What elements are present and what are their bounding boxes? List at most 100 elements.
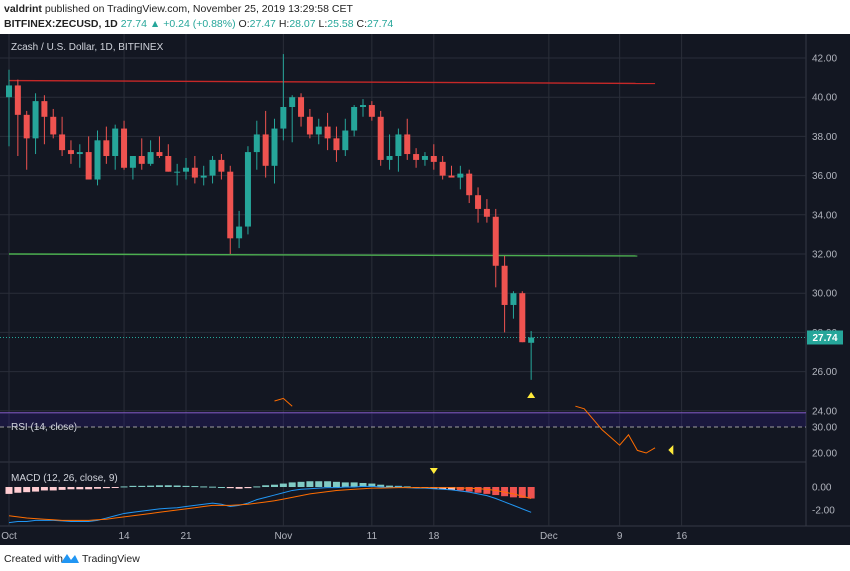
- macd-hist-bar: [102, 487, 110, 489]
- axes: Oct 14 21 Nov 11 18 Dec 9 16 42.00 40.00 38.00 36.00…: [1, 54, 843, 542]
- candle-body: [280, 107, 287, 129]
- macd-hist-bar: [182, 485, 190, 487]
- created-with-text: Created with: [4, 553, 63, 565]
- footer: Created with TradingView: [0, 545, 850, 571]
- x-tick-label: 14: [118, 531, 130, 542]
- candle-body: [360, 105, 366, 107]
- macd-pane: [5, 468, 535, 524]
- candle-body: [59, 134, 66, 151]
- candle-body: [510, 293, 517, 305]
- y-tick-label: 36.00: [812, 171, 837, 182]
- candle-body: [244, 152, 251, 227]
- close-label: C:: [356, 18, 368, 30]
- candle-body: [430, 156, 437, 162]
- macd-hist-bar: [527, 487, 535, 499]
- macd-hist-bar: [173, 485, 181, 487]
- candle-body: [457, 173, 464, 178]
- candle-body: [227, 171, 234, 239]
- macd-hist-bar: [501, 487, 509, 497]
- candle-body: [236, 226, 243, 239]
- macd-hist-bar: [315, 481, 323, 487]
- x-tick-label: Dec: [540, 531, 558, 542]
- y-tick-label: 38.00: [812, 132, 837, 143]
- macd-hist-bar: [492, 487, 500, 496]
- candle-body: [439, 161, 446, 176]
- macd-hist-bar: [226, 487, 234, 489]
- y-tick-label: 30.00: [812, 289, 837, 300]
- macd-hist-bar: [14, 487, 22, 493]
- macd-hist-bar: [386, 485, 394, 487]
- macd-hist-bar: [465, 487, 473, 492]
- candle-body: [404, 134, 411, 155]
- macd-hist-bar: [40, 487, 48, 491]
- macd-hist-bar: [306, 481, 314, 487]
- candle-body: [183, 167, 189, 172]
- macd-hist-bar: [49, 487, 57, 491]
- candle-body: [519, 293, 526, 343]
- last-price-tag: [807, 330, 843, 345]
- candle-body: [448, 175, 455, 178]
- candle-body: [23, 114, 30, 139]
- macd-hist-bar: [67, 487, 75, 490]
- macd-line: [8, 485, 532, 524]
- candle-body: [298, 97, 305, 117]
- candle-body: [14, 85, 21, 115]
- macd-hist-bar: [324, 481, 332, 487]
- macd-hist-bar: [297, 481, 305, 487]
- macd-hist-bar: [341, 482, 349, 487]
- macd-hist-bar: [253, 486, 261, 488]
- candle-body: [386, 156, 393, 160]
- candle-body: [41, 101, 48, 117]
- candle-body: [174, 171, 181, 173]
- rsi-marker-icon: [668, 445, 674, 455]
- candle-body: [289, 97, 296, 107]
- candle-body: [138, 156, 145, 164]
- macd-hist-bar: [191, 486, 199, 488]
- macd-hist-bar: [200, 486, 208, 488]
- candle-body: [324, 126, 331, 139]
- macd-hist-bar: [244, 487, 252, 489]
- candle-body: [306, 116, 313, 135]
- x-tick-label: Nov: [274, 531, 292, 542]
- last-price: 27.74: [120, 18, 147, 30]
- macd-marker-icon: [429, 468, 438, 474]
- tradingview-logo-icon: [61, 554, 79, 563]
- macd-hist-bar: [359, 482, 367, 487]
- candle-body: [76, 152, 83, 155]
- candle-body: [121, 128, 128, 168]
- marker-triangle-icon: [527, 392, 536, 398]
- candle-body: [209, 159, 216, 176]
- candle-body: [129, 156, 136, 168]
- candle-body: [6, 85, 12, 98]
- rsi-line-early: [274, 397, 293, 407]
- candle-body: [501, 265, 508, 305]
- publish-line: valdrint published on TradingView.com, N…: [4, 3, 353, 15]
- author-name[interactable]: valdrint: [4, 3, 42, 15]
- x-tick-label: 18: [428, 531, 440, 542]
- candle-body: [492, 216, 499, 266]
- tradingview-brand[interactable]: TradingView: [82, 553, 140, 565]
- last-price-tag-text: 27.74: [812, 333, 837, 344]
- publish-header: valdrint published on TradingView.com, N…: [0, 0, 850, 34]
- chart-area[interactable]: Oct 14 21 Nov 11 18 Dec 9 16 42.00 40.00 38.00 36.00…: [0, 34, 850, 545]
- macd-hist-bar: [262, 485, 270, 487]
- candle-body: [165, 156, 172, 172]
- x-tick-label: 11: [367, 531, 378, 542]
- candle-body: [67, 150, 74, 155]
- low-value: 25.58: [327, 18, 354, 30]
- y-tick-label: 42.00: [812, 54, 837, 65]
- macd-tick-label: 0.00: [812, 483, 832, 494]
- rsi-band: [0, 412, 806, 427]
- macd-hist-bar: [147, 485, 155, 487]
- chart-title: Zcash / U.S. Dollar, 1D, BITFINEX: [11, 42, 164, 53]
- grid-lines: [0, 34, 850, 527]
- x-tick-label: 16: [676, 531, 688, 542]
- symbol-line: BITFINEX:ZECUSD, 1D 27.74 ▲ +0.24 (+0.88…: [4, 18, 393, 30]
- candle-body: [315, 126, 322, 135]
- chart-svg[interactable]: Oct 14 21 Nov 11 18 Dec 9 16 42.00 40.00 38.00 36.00…: [0, 34, 850, 545]
- support-line: [8, 253, 638, 257]
- symbol-name: BITFINEX:ZECUSD, 1D: [4, 18, 118, 30]
- candle-body: [94, 140, 101, 180]
- candle-body: [218, 159, 225, 172]
- y-tick-label: 40.00: [812, 93, 837, 104]
